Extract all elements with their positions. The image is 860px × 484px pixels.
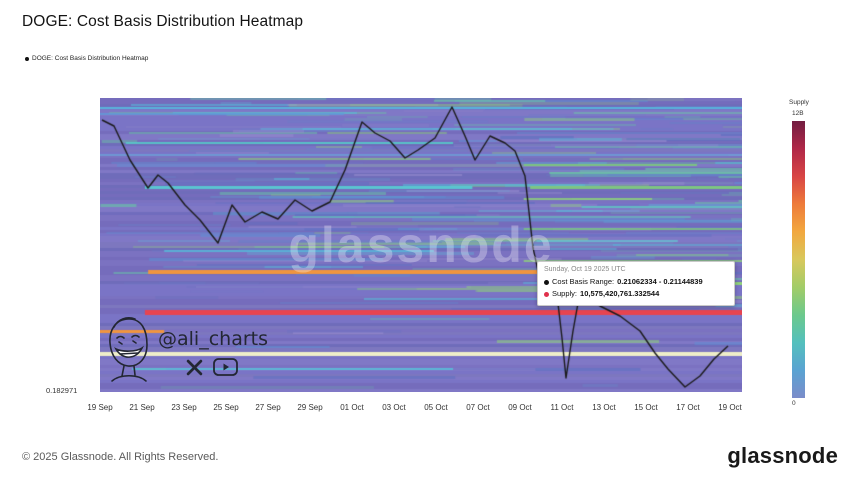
tooltip-costbasis-dot — [544, 279, 549, 285]
x-tick-label: 11 Oct — [550, 403, 574, 412]
tooltip-date: Sunday, Oct 19 2025 UTC — [544, 266, 626, 273]
x-tick-label: 07 Oct — [466, 403, 490, 412]
copyright: © 2025 Glassnode. All Rights Reserved. — [22, 451, 219, 463]
x-tick-label: 19 Oct — [718, 403, 742, 412]
x-tick-label: 25 Sep — [213, 403, 239, 412]
x-tick-label: 13 Oct — [592, 403, 616, 412]
page-title: DOGE: Cost Basis Distribution Heatmap — [22, 13, 304, 30]
x-tick-label: 01 Oct — [340, 403, 364, 412]
tooltip-costbasis-value: 0.21062334 - 0.21144839 — [617, 277, 703, 286]
tooltip-costbasis-row: Cost Basis Range: 0.21062334 - 0.2114483… — [544, 276, 728, 288]
x-axis: 19 Sep 21 Sep 23 Sep 25 Sep 27 Sep 29 Sep 01 O… — [87, 403, 750, 415]
tooltip-costbasis-label: Cost Basis Range: — [552, 277, 615, 286]
chart-tooltip: Sunday, Oct 19 2025 UTC Cost Basis Range… — [537, 261, 735, 306]
tooltip-supply-dot — [544, 291, 549, 297]
legend-dot-icon — [25, 56, 29, 61]
x-tick-label: 23 Sep — [171, 403, 197, 412]
youtube-icon — [213, 358, 238, 376]
heatmap-canvas[interactable] — [100, 98, 742, 392]
colorbar-max-label: 12B — [792, 110, 804, 117]
x-tick-label: 29 Sep — [297, 403, 323, 412]
glassnode-logo: glassnode — [727, 443, 838, 468]
ali-charts-handle: @ali_charts — [158, 328, 268, 350]
ali-charts-credit: @ali_charts — [102, 314, 302, 392]
x-tick-label: 21 Sep — [129, 403, 155, 412]
tooltip-supply-value: 10,575,420,761.332544 — [580, 289, 660, 298]
x-tick-label: 09 Oct — [508, 403, 532, 412]
x-tick-label: 27 Sep — [255, 403, 281, 412]
tooltip-supply-row: Supply: 10,575,420,761.332544 — [544, 288, 728, 300]
legend-label: DOGE: Cost Basis Distribution Heatmap — [32, 55, 149, 62]
x-tick-label: 19 Sep — [87, 403, 113, 412]
x-tick-label: 15 Oct — [634, 403, 658, 412]
tooltip-supply-label: Supply: — [552, 289, 578, 298]
colorbar-title: Supply — [789, 99, 809, 106]
colorbar — [792, 121, 805, 398]
x-twitter-icon — [186, 359, 203, 375]
x-tick-label: 17 Oct — [676, 403, 700, 412]
ali-charts-avatar — [109, 317, 148, 382]
chart-legend[interactable]: DOGE: Cost Basis Distribution Heatmap — [25, 55, 148, 62]
x-tick-label: 03 Oct — [382, 403, 406, 412]
heatmap-chart: glassnode @ali_charts Sunday, Oct 19 — [100, 98, 742, 392]
x-tick-label: 05 Oct — [424, 403, 448, 412]
colorbar-min-label: 0 — [792, 400, 796, 407]
y-axis-min-label: 0.182971 — [46, 386, 78, 395]
